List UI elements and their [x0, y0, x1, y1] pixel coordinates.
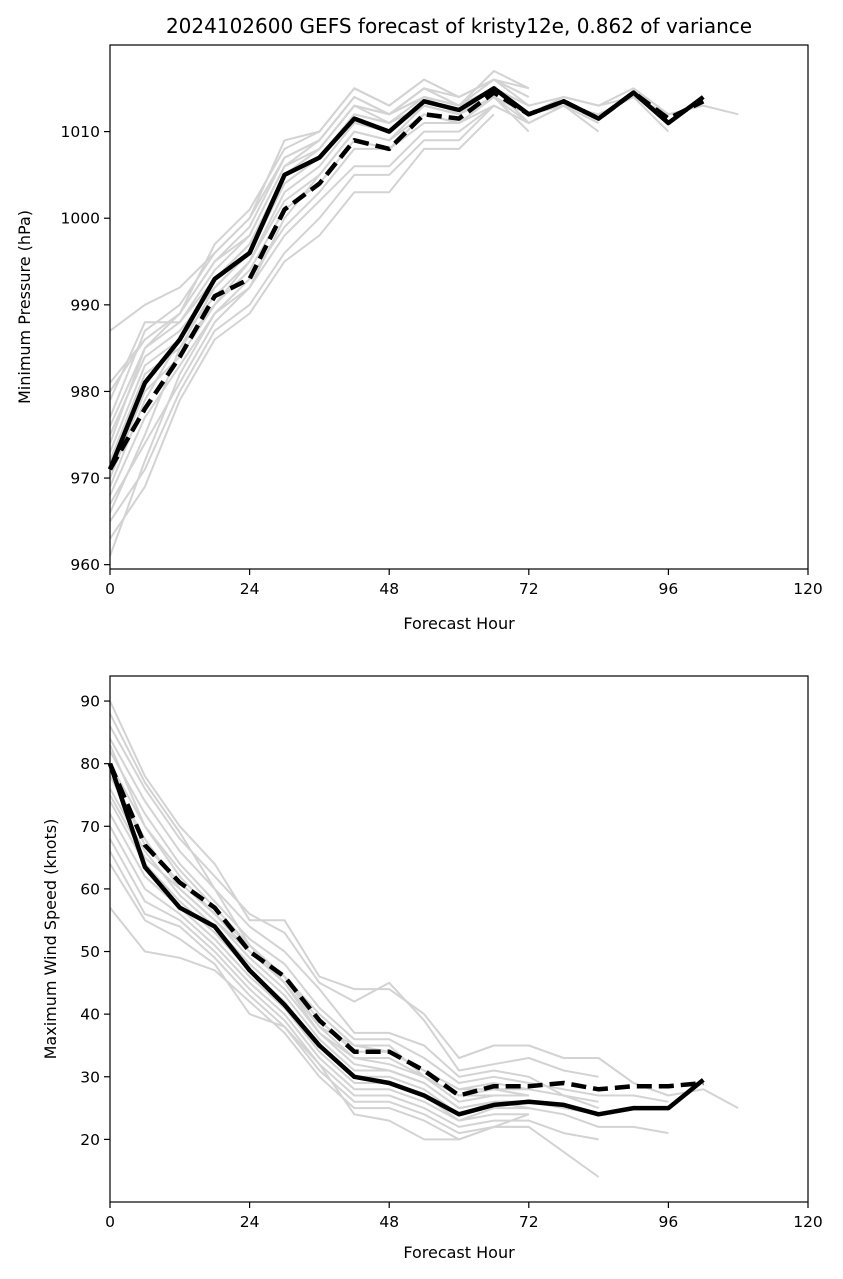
wind-y-tick-label: 50 — [80, 943, 100, 961]
wind-member-line-13 — [109, 907, 529, 1141]
wind-y-tick-label: 30 — [80, 1068, 100, 1086]
pressure-highlight-lines — [107, 86, 705, 471]
pressure-x-tick-label: 24 — [240, 580, 260, 598]
wind-y-axis-label: Maximum Wind Speed (knots) — [41, 819, 60, 1060]
pressure-x-tick-label: 120 — [793, 580, 823, 598]
wind-member-line-3 — [109, 738, 599, 1103]
wind-member-line-16 — [109, 744, 529, 1091]
pressure-member-line-18 — [109, 78, 530, 392]
pressure-member-line-15 — [109, 87, 530, 488]
wind-member-line-8 — [109, 800, 529, 1116]
wind-member-line-18 — [109, 794, 529, 1110]
pressure-plot-frame — [109, 44, 809, 570]
wind-member-line-4 — [109, 750, 669, 1103]
pressure-y-tick-label: 1000 — [61, 210, 100, 228]
pressure-member-line-7 — [109, 96, 670, 462]
wind-y-tick-label: 40 — [80, 1006, 100, 1024]
wind-y-tick-label: 70 — [80, 818, 100, 836]
wind-member-line-12 — [109, 850, 600, 1178]
wind-x-tick-label: 120 — [793, 1213, 823, 1231]
pressure-y-tick-label: 980 — [70, 383, 100, 401]
wind-member-line-2 — [109, 725, 599, 1078]
pressure-panel: 2024102600 GEFS forecast of kristy12e, 0… — [15, 14, 823, 633]
pressure-x-tick-label: 72 — [519, 580, 539, 598]
wind-x-tick-label: 0 — [105, 1213, 115, 1231]
wind-x-ticks: 0 24 48 72 96 120 — [105, 1202, 823, 1231]
wind-y-tick-label: 60 — [80, 880, 100, 898]
wind-member-line-10 — [109, 825, 529, 1122]
wind-x-tick-label: 72 — [519, 1213, 539, 1231]
pressure-member-line-12 — [109, 113, 495, 540]
wind-solid-line — [107, 762, 705, 1117]
wind-member-line-5 — [109, 763, 599, 1110]
pressure-x-tick-label: 48 — [379, 580, 399, 598]
wind-member-line-14 — [109, 863, 530, 1141]
wind-x-tick-label: 24 — [240, 1213, 260, 1231]
pressure-member-line-10 — [109, 104, 530, 505]
pressure-y-tick-label: 970 — [70, 470, 100, 488]
wind-y-tick-label: 20 — [80, 1131, 100, 1149]
pressure-x-tick-label: 96 — [659, 580, 679, 598]
wind-member-lines — [109, 700, 739, 1178]
pressure-y-tick-label: 960 — [70, 556, 100, 574]
pressure-member-line-11 — [109, 104, 495, 522]
wind-highlight-lines — [107, 762, 705, 1117]
pressure-y-tick-label: 990 — [70, 296, 100, 314]
pressure-member-line-6 — [109, 96, 600, 453]
pressure-member-line-9 — [109, 96, 530, 496]
wind-x-axis-label: Forecast Hour — [403, 1243, 515, 1262]
wind-plot-frame — [109, 675, 809, 1203]
wind-member-line-1 — [109, 700, 739, 1109]
wind-panel: 0 24 48 72 96 120 20 30 40 50 60 70 80 90 Forecast H… — [41, 675, 823, 1262]
pressure-x-axis-label: Forecast Hour — [403, 614, 515, 633]
wind-y-tick-label: 80 — [80, 755, 100, 773]
pressure-y-axis-label: Minimum Pressure (hPa) — [15, 210, 34, 404]
wind-y-ticks: 20 30 40 50 60 70 80 90 — [80, 693, 110, 1149]
pressure-solid-line — [107, 86, 705, 471]
wind-x-tick-label: 96 — [659, 1213, 679, 1231]
pressure-y-tick-label: 1010 — [61, 123, 100, 141]
wind-x-tick-label: 48 — [379, 1213, 399, 1231]
pressure-x-tick-label: 0 — [105, 580, 115, 598]
chart-title: 2024102600 GEFS forecast of kristy12e, 0… — [166, 14, 752, 38]
pressure-x-ticks: 0 24 48 72 96 120 — [105, 569, 823, 598]
wind-y-tick-label: 90 — [80, 693, 100, 711]
wind-dashed-line — [107, 762, 704, 1098]
pressure-y-ticks: 960 970 980 990 1000 1010 — [61, 123, 110, 574]
wind-member-line-11 — [109, 838, 599, 1141]
